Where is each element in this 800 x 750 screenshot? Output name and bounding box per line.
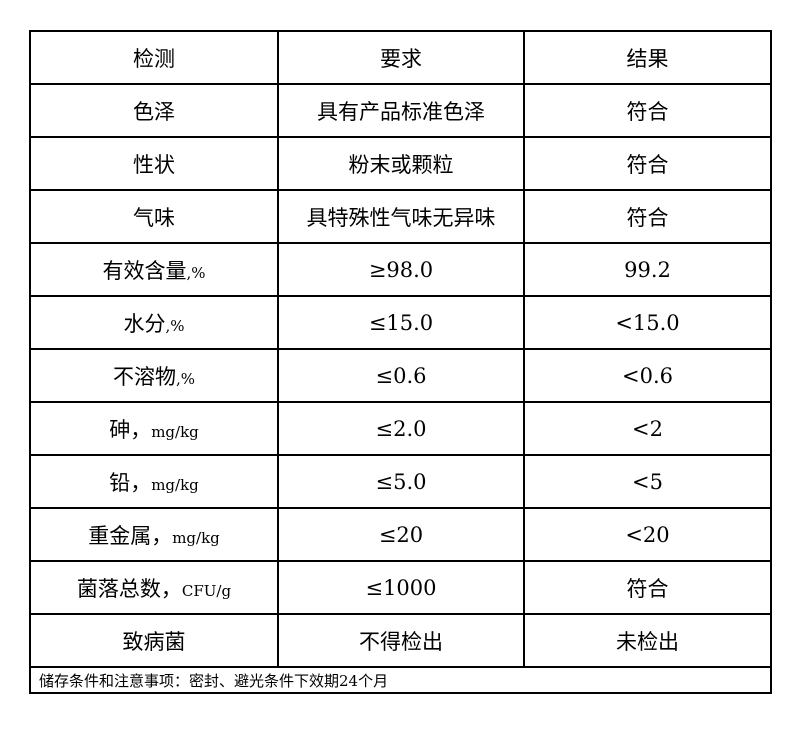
result-cell: 符合 (523, 136, 772, 191)
item-label: 水分 (123, 311, 166, 336)
requirement-cell: 具有产品标准色泽 (277, 83, 525, 138)
result-cell: 符合 (523, 83, 772, 138)
requirement-cell: ≤2.0 (277, 401, 525, 456)
item-cell: 菌落总数，CFU/g (29, 560, 279, 615)
table-row: 重金属，mg/kg ≤20 <20 (29, 507, 772, 562)
storage-note: 储存条件和注意事项：密封、避光条件下效期24个月 (29, 666, 772, 694)
item-unit: ,% (165, 316, 185, 335)
item-label: 菌落总数， (76, 576, 182, 601)
table-row: 不溶物,% ≤0.6 <0.6 (29, 348, 772, 403)
item-cell: 不溶物,% (29, 348, 279, 403)
requirement-cell: ≤15.0 (277, 295, 525, 350)
item-cell: 铅，mg/kg (29, 454, 279, 509)
requirement-cell: ≤1000 (277, 560, 525, 615)
table-row: 砷，mg/kg ≤2.0 <2 (29, 401, 772, 456)
item-label: 铅， (109, 470, 152, 495)
item-label: 气味 (133, 205, 175, 230)
result-cell: <20 (523, 507, 772, 562)
item-label: 不溶物 (112, 364, 176, 389)
table-row: 水分,% ≤15.0 <15.0 (29, 295, 772, 350)
requirement-cell: 不得检出 (277, 613, 525, 668)
item-unit: mg/kg (151, 475, 199, 494)
header-requirement: 要求 (277, 30, 525, 85)
item-label: 砷， (109, 417, 152, 442)
item-label: 色泽 (133, 99, 175, 124)
result-cell: <5 (523, 454, 772, 509)
item-label: 性状 (133, 152, 175, 177)
header-item: 检测 (29, 30, 279, 85)
result-cell: 符合 (523, 189, 772, 244)
result-cell: <15.0 (523, 295, 772, 350)
item-label: 有效含量 (102, 258, 187, 283)
item-unit: mg/kg (172, 528, 220, 547)
result-cell: 未检出 (523, 613, 772, 668)
result-cell: <0.6 (523, 348, 772, 403)
result-cell: 99.2 (523, 242, 772, 297)
item-unit: ,% (186, 263, 206, 282)
item-unit: mg/kg (151, 422, 199, 441)
requirement-cell: 粉末或颗粒 (277, 136, 525, 191)
item-cell: 有效含量,% (29, 242, 279, 297)
item-cell: 重金属，mg/kg (29, 507, 279, 562)
item-unit: ,% (175, 369, 196, 388)
item-unit: CFU/g (181, 581, 232, 600)
quality-table: 检测 要求 结果 色泽 具有产品标准色泽 符合 性状 粉末或颗粒 符合 气味 具特殊性气味无异… (29, 30, 772, 694)
table-row: 气味 具特殊性气味无异味 符合 (29, 189, 772, 244)
result-cell: 符合 (523, 560, 772, 615)
item-cell: 性状 (29, 136, 279, 191)
requirement-cell: ≤20 (277, 507, 525, 562)
requirement-cell: ≤5.0 (277, 454, 525, 509)
item-cell: 气味 (29, 189, 279, 244)
requirement-cell: 具特殊性气味无异味 (277, 189, 525, 244)
item-cell: 水分,% (29, 295, 279, 350)
note-row: 储存条件和注意事项：密封、避光条件下效期24个月 (29, 666, 772, 694)
table-row: 致病菌 不得检出 未检出 (29, 613, 772, 668)
requirement-cell: ≥98.0 (277, 242, 525, 297)
requirement-cell: ≤0.6 (277, 348, 525, 403)
item-cell: 色泽 (29, 83, 279, 138)
item-label: 重金属， (88, 523, 173, 548)
item-cell: 致病菌 (29, 613, 279, 668)
item-label: 致病菌 (122, 629, 186, 654)
header-result: 结果 (523, 30, 772, 85)
header-row: 检测 要求 结果 (29, 30, 772, 85)
item-cell: 砷，mg/kg (29, 401, 279, 456)
table-row: 性状 粉末或颗粒 符合 (29, 136, 772, 191)
result-cell: <2 (523, 401, 772, 456)
table-row: 色泽 具有产品标准色泽 符合 (29, 83, 772, 138)
table-row: 铅，mg/kg ≤5.0 <5 (29, 454, 772, 509)
table-row: 有效含量,% ≥98.0 99.2 (29, 242, 772, 297)
table-row: 菌落总数，CFU/g ≤1000 符合 (29, 560, 772, 615)
